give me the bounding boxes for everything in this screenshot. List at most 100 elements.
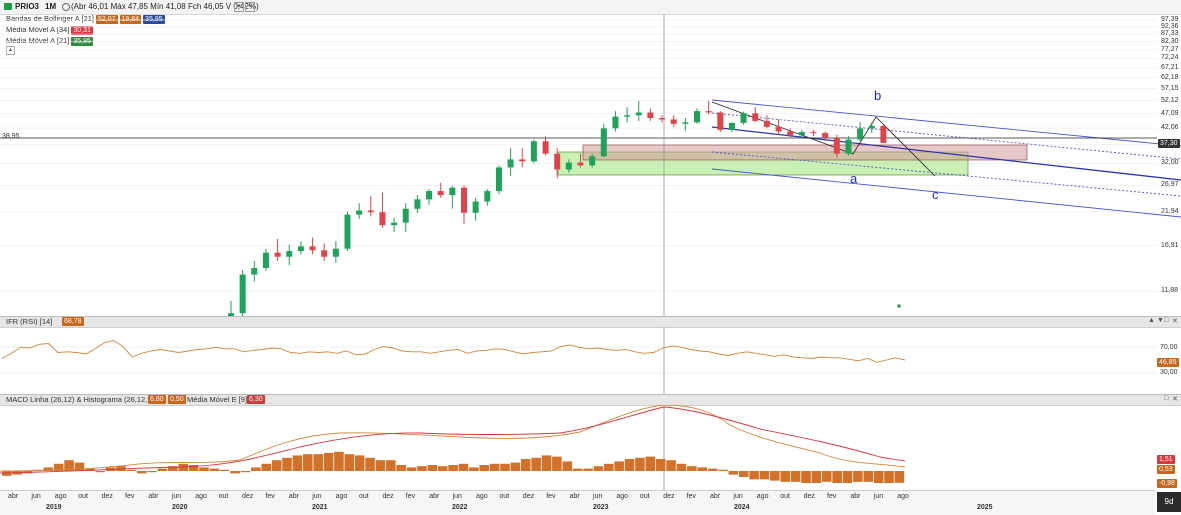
time-axis-month: out bbox=[499, 493, 510, 500]
candle-body[interactable] bbox=[600, 128, 607, 157]
candle-body[interactable] bbox=[484, 191, 491, 202]
candle-body[interactable] bbox=[437, 191, 444, 196]
price-tick-label: 67,21 bbox=[1161, 63, 1179, 71]
rsi-up-button[interactable]: ▲ bbox=[1148, 317, 1155, 324]
candle-body[interactable] bbox=[495, 167, 502, 192]
candle-body[interactable] bbox=[286, 251, 293, 257]
legend-bollinger[interactable]: Bandas de Bollinger A [21] 52,07 19,84 35,9… bbox=[6, 13, 165, 24]
candle-body[interactable] bbox=[519, 159, 526, 162]
candle-body[interactable] bbox=[624, 115, 631, 117]
supply-zone-red[interactable] bbox=[582, 144, 1028, 161]
macd-title[interactable]: MACD Linha (26,12) & Histograma (26,12,9… bbox=[6, 395, 154, 404]
macd-histogram-bar bbox=[863, 471, 874, 482]
candle-body[interactable] bbox=[554, 153, 561, 170]
candle-body[interactable] bbox=[228, 313, 234, 316]
candle-body[interactable] bbox=[670, 119, 677, 124]
rsi-line[interactable] bbox=[1, 340, 906, 363]
channel-upper-line[interactable] bbox=[711, 99, 1181, 147]
candle-body[interactable] bbox=[542, 141, 549, 154]
rsi-down-button[interactable]: ▼ bbox=[1157, 317, 1164, 324]
channel-lower-line[interactable] bbox=[711, 168, 1181, 218]
macd-histogram-bar bbox=[645, 456, 656, 471]
candle-body[interactable] bbox=[705, 111, 712, 113]
interval-corner-label[interactable]: 9d bbox=[1157, 492, 1181, 512]
time-axis[interactable]: abr jun ago out dez fev abr jun ago out dez fev abr j… bbox=[0, 490, 1155, 515]
candle-body[interactable] bbox=[391, 222, 398, 226]
candle-body[interactable] bbox=[262, 252, 269, 269]
macd-histogram-bar bbox=[406, 467, 417, 471]
candle-body[interactable] bbox=[379, 212, 386, 226]
macd-ma-title[interactable]: Média Móvel E [9] bbox=[187, 395, 248, 404]
macd-maximize-button[interactable]: □ bbox=[1164, 395, 1169, 402]
candle-body[interactable] bbox=[798, 132, 805, 136]
price-axis[interactable]: 97,39 92,36 87,33 82,30 77,27 72,24 67,21 62,18… bbox=[1160, 14, 1181, 316]
candle-body[interactable] bbox=[880, 125, 887, 143]
candle-body[interactable] bbox=[635, 112, 642, 116]
indicator-icon[interactable] bbox=[62, 3, 70, 11]
candle-body[interactable] bbox=[356, 210, 363, 215]
candle-body[interactable] bbox=[659, 118, 666, 120]
candle-body[interactable] bbox=[321, 250, 328, 257]
candle-body[interactable] bbox=[682, 122, 689, 124]
candle-body[interactable] bbox=[530, 141, 537, 162]
rsi-maximize-button[interactable]: □ bbox=[1164, 317, 1169, 324]
candle-body[interactable] bbox=[367, 210, 374, 213]
candle-body[interactable] bbox=[414, 199, 421, 209]
candle-body[interactable] bbox=[775, 126, 782, 132]
rsi-close-button[interactable]: ✕ bbox=[1172, 318, 1178, 325]
candle-body[interactable] bbox=[833, 137, 840, 154]
candle-body[interactable] bbox=[402, 208, 409, 223]
candle-body[interactable] bbox=[461, 187, 467, 213]
time-axis-month: out bbox=[78, 493, 88, 500]
candle-body[interactable] bbox=[694, 111, 700, 123]
macd-histogram-bar bbox=[178, 463, 189, 471]
chart-type-icon[interactable] bbox=[4, 3, 12, 10]
macd-chart[interactable] bbox=[0, 405, 1181, 490]
candle-body[interactable] bbox=[449, 187, 456, 196]
abc-wave-path[interactable] bbox=[711, 101, 936, 177]
candle-body[interactable] bbox=[589, 156, 596, 166]
macd-close-button[interactable]: ✕ bbox=[1172, 396, 1178, 403]
candle-body[interactable] bbox=[647, 112, 654, 119]
rsi-title[interactable]: IFR (RSI) [14] bbox=[6, 317, 53, 326]
channel-dotted-upper bbox=[711, 112, 1181, 160]
candle-body[interactable] bbox=[332, 248, 339, 257]
time-axis-month: jun bbox=[733, 493, 743, 500]
candle-body[interactable] bbox=[857, 128, 864, 140]
time-axis-month: ago bbox=[756, 493, 769, 500]
candle-body[interactable] bbox=[822, 133, 829, 138]
candle-body[interactable] bbox=[740, 113, 747, 123]
candle-body[interactable] bbox=[763, 120, 770, 127]
price-tick-label: 72,24 bbox=[1161, 54, 1179, 62]
candle-body[interactable] bbox=[868, 125, 875, 129]
header-add-icon[interactable]: + bbox=[245, 2, 255, 12]
candle-body[interactable] bbox=[787, 131, 794, 136]
candle-body[interactable] bbox=[507, 159, 514, 168]
timeframe-label[interactable]: 1M bbox=[45, 2, 57, 11]
candle-body[interactable] bbox=[239, 274, 246, 314]
candle-body[interactable] bbox=[344, 214, 351, 249]
legend-ma34[interactable]: Média Móvel A [34] 30,31 bbox=[6, 24, 165, 35]
candle-body[interactable] bbox=[251, 268, 258, 275]
candle-body[interactable] bbox=[612, 116, 619, 129]
symbol-label[interactable]: PRIO3 bbox=[15, 2, 40, 11]
candle-body[interactable] bbox=[309, 246, 316, 251]
candle-body[interactable] bbox=[297, 246, 304, 252]
price-grid bbox=[0, 19, 1157, 292]
candle-body[interactable] bbox=[752, 113, 759, 121]
candle-body[interactable] bbox=[577, 162, 584, 166]
candle-body[interactable] bbox=[274, 252, 281, 257]
macd-histogram-bar bbox=[728, 471, 739, 475]
candle-body[interactable] bbox=[810, 132, 817, 134]
candle-body[interactable] bbox=[845, 139, 852, 154]
macd-line[interactable] bbox=[0, 405, 906, 472]
price-chart[interactable] bbox=[0, 14, 1181, 316]
candle-body[interactable] bbox=[728, 122, 735, 130]
macd-signal-line[interactable] bbox=[0, 406, 906, 474]
rsi-chart[interactable] bbox=[0, 327, 1181, 394]
header-dropdown-icon[interactable]: ▾ bbox=[234, 2, 244, 12]
candle-body[interactable] bbox=[426, 191, 433, 200]
candle-body[interactable] bbox=[565, 162, 572, 170]
candle-body[interactable] bbox=[472, 201, 479, 213]
candle-body[interactable] bbox=[717, 112, 724, 130]
